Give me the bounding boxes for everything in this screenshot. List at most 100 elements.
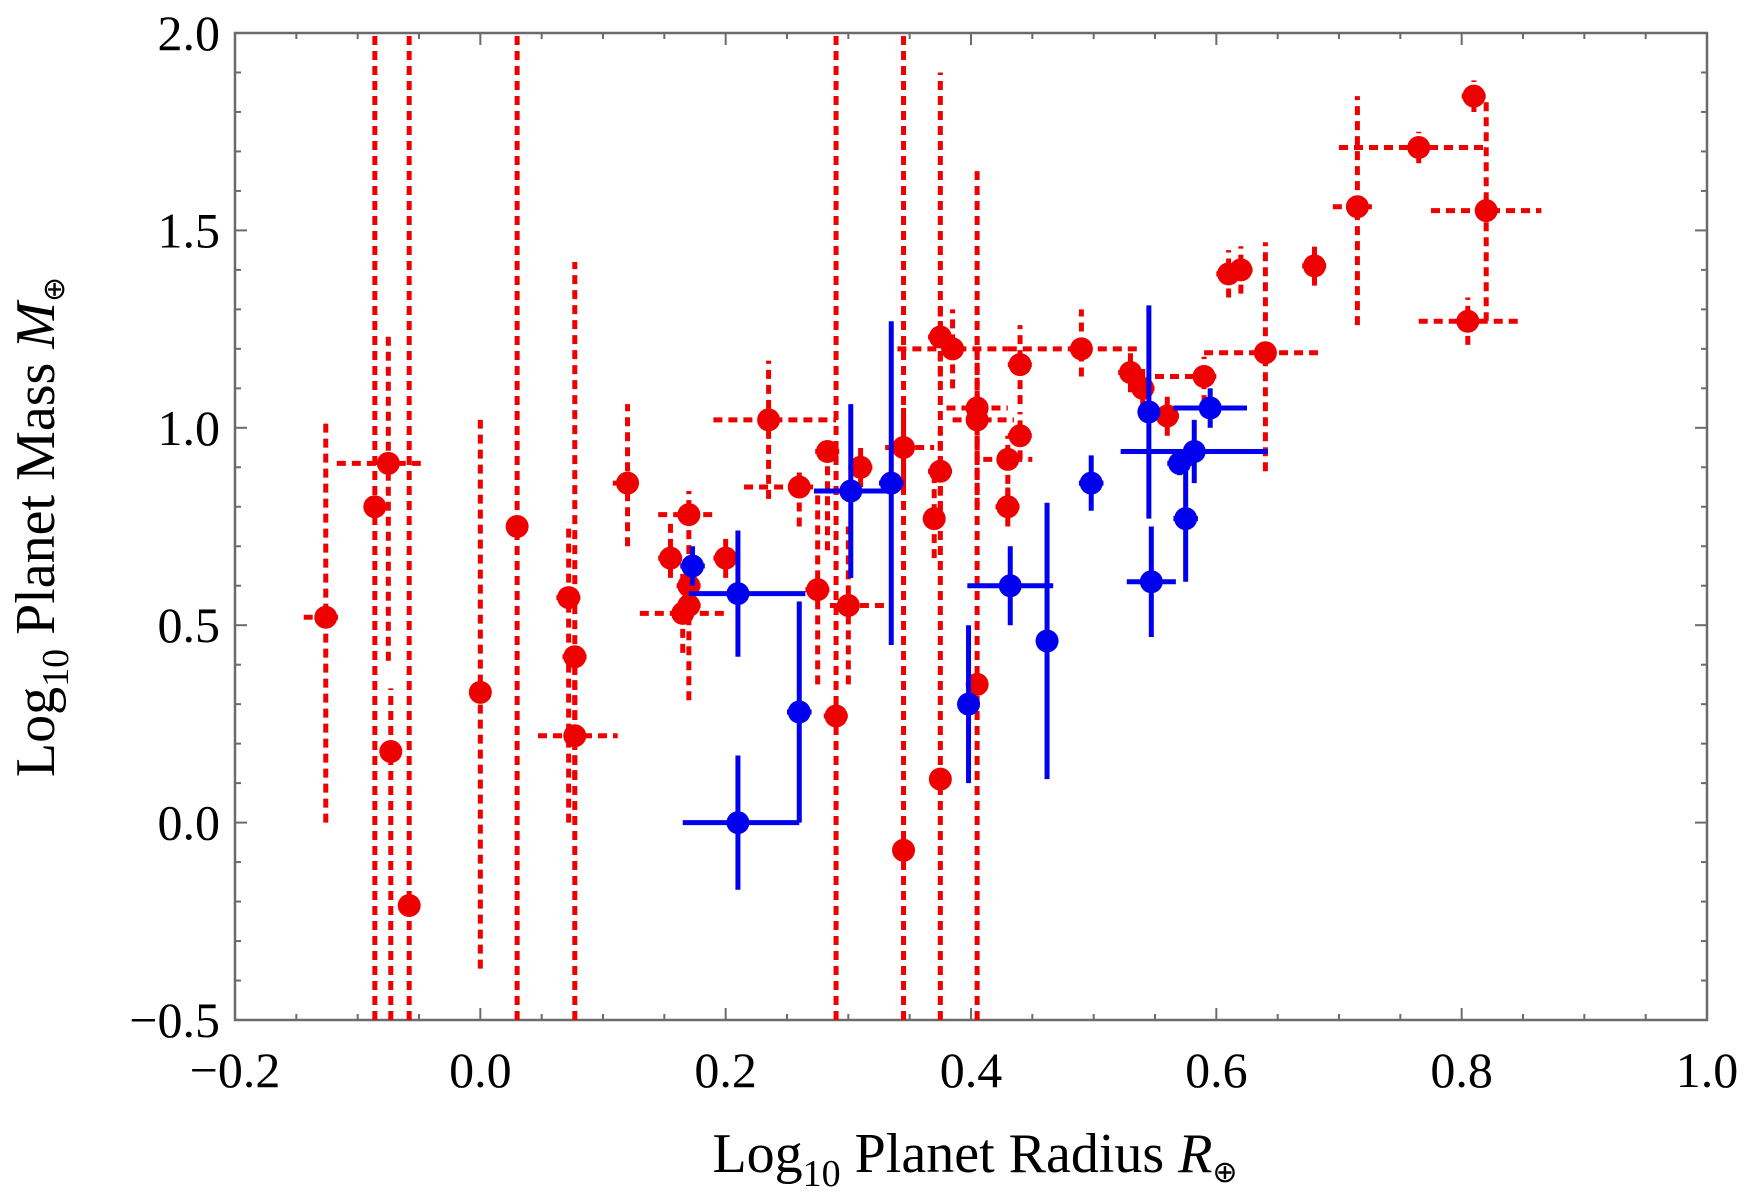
- data-point: [1174, 507, 1198, 531]
- x-axis-title-text: Planet Radius: [841, 1123, 1179, 1185]
- y-axis-title-varsub: ⊕: [37, 277, 72, 302]
- data-point-group: [682, 755, 800, 890]
- y-axis-title-var: M: [5, 299, 67, 350]
- data-point: [1407, 135, 1431, 159]
- data-point-group: [1078, 455, 1104, 511]
- data-point: [1198, 396, 1222, 420]
- data-point: [397, 894, 421, 918]
- data-point-group: [952, 380, 1014, 460]
- data-point: [839, 479, 863, 503]
- x-tick-labels: −0.2 0.0 0.2 0.4 0.6 0.8 1.0: [190, 1042, 1739, 1098]
- y-tick-label: 0.0: [158, 795, 221, 851]
- x-tick-label: 0.2: [694, 1042, 757, 1098]
- data-point-group: [1035, 502, 1059, 780]
- data-point-group: [829, 526, 892, 685]
- data-point-group: [983, 435, 1033, 499]
- data-point-group: [379, 688, 403, 1020]
- data-point-group: [787, 601, 812, 823]
- data-point: [677, 593, 701, 617]
- data-point-group: [658, 490, 714, 555]
- x-tick-label: 0.4: [940, 1042, 1003, 1098]
- data-point-group: [892, 33, 916, 1020]
- x-axis-title-varsub: ⊕: [1212, 1155, 1237, 1190]
- data-point-group: [1007, 412, 1033, 460]
- data-point: [658, 546, 682, 570]
- data-point: [726, 582, 750, 606]
- data-point-group: [1155, 356, 1217, 405]
- data-point: [996, 495, 1020, 519]
- y-tick-label: 1.0: [158, 400, 221, 456]
- data-point: [714, 546, 738, 570]
- series-red: [303, 33, 1542, 1020]
- data-point: [1155, 404, 1179, 428]
- data-point-group: [1418, 297, 1523, 345]
- y-tick-label: 2.0: [158, 5, 221, 61]
- data-point-group: [562, 261, 588, 780]
- data-point: [806, 578, 830, 602]
- data-point: [1462, 84, 1486, 108]
- x-tick-label: 0.8: [1430, 1042, 1493, 1098]
- y-axis-title: Log10 Planet Mass M⊕: [5, 277, 77, 777]
- data-point: [849, 455, 873, 479]
- data-point: [1474, 199, 1498, 223]
- data-point: [892, 838, 916, 862]
- data-point: [726, 811, 750, 835]
- y-axis-title-prefix: Log: [5, 687, 67, 777]
- data-point: [1456, 309, 1480, 333]
- data-point: [957, 692, 981, 716]
- data-point-group: [897, 309, 1008, 389]
- data-point-group: [676, 565, 702, 701]
- data-point: [1069, 337, 1093, 361]
- data-point: [787, 475, 811, 499]
- data-point-group: [1204, 242, 1321, 472]
- data-point: [1229, 258, 1253, 282]
- x-axis-title: Log10 Planet Radius R⊕: [712, 1123, 1237, 1195]
- data-point-group: [957, 625, 981, 784]
- data-point: [379, 740, 403, 764]
- y-axis-title-text: Planet Mass: [5, 349, 67, 649]
- data-point: [1118, 361, 1142, 385]
- data-point: [1137, 400, 1161, 424]
- data-point: [996, 447, 1020, 471]
- data-point-group: [1007, 309, 1143, 377]
- data-point-group: [1228, 246, 1254, 294]
- data-point-group: [805, 494, 830, 685]
- data-point-group: [823, 33, 849, 1020]
- data-point-group: [658, 518, 683, 578]
- data-point-group: [1173, 388, 1247, 428]
- y-tick-label: 0.5: [158, 597, 221, 653]
- data-point-group: [813, 404, 888, 578]
- data-point: [376, 451, 400, 475]
- data-point-group: [965, 171, 989, 1020]
- data-point: [1182, 439, 1206, 463]
- data-point: [563, 724, 587, 748]
- y-tick-label: −0.5: [129, 992, 220, 1048]
- data-point-group: [1118, 352, 1143, 393]
- data-point-group: [1332, 96, 1376, 326]
- data-point-group: [336, 333, 426, 661]
- data-point-group: [303, 419, 339, 823]
- data-point: [824, 704, 848, 728]
- data-point-group: [995, 487, 1021, 527]
- data-point-group: [1339, 131, 1487, 164]
- x-axis-title-var: R: [1177, 1123, 1212, 1185]
- data-point: [787, 700, 811, 724]
- data-point-group: [612, 404, 643, 547]
- data-point: [757, 408, 781, 432]
- data-point: [563, 645, 587, 669]
- data-point: [879, 471, 903, 495]
- data-point: [1139, 570, 1163, 594]
- data-point: [998, 574, 1022, 598]
- x-tick-label: 0.0: [449, 1042, 512, 1098]
- axis-ticks: [234, 32, 1708, 1021]
- data-point: [314, 605, 338, 629]
- data-series: [303, 33, 1542, 1020]
- x-tick-label: 1.0: [1676, 1042, 1739, 1098]
- data-point-group: [1461, 80, 1487, 112]
- data-point: [468, 680, 492, 704]
- data-point-group: [1302, 246, 1327, 286]
- data-point: [965, 672, 989, 696]
- data-point-group: [680, 546, 705, 586]
- y-tick-labels: −0.5 0.0 0.5 1.0 1.5 2.0: [129, 5, 220, 1048]
- x-axis-title-sub: 10: [803, 1153, 841, 1195]
